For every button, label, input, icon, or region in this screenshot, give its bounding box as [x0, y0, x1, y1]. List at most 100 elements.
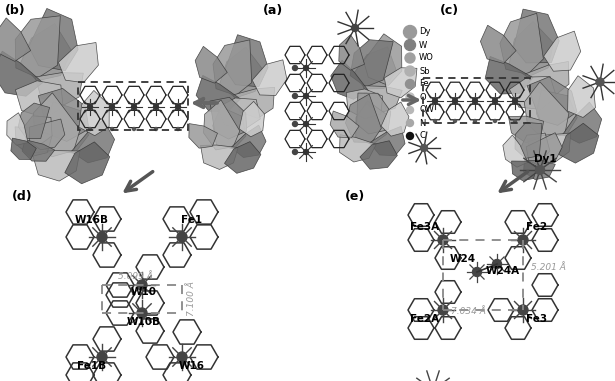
Polygon shape	[0, 18, 31, 61]
Polygon shape	[381, 102, 409, 136]
Circle shape	[474, 120, 477, 123]
Circle shape	[421, 144, 427, 152]
Text: W24A: W24A	[486, 266, 520, 276]
Polygon shape	[526, 133, 562, 167]
Polygon shape	[563, 102, 601, 143]
Circle shape	[137, 280, 147, 290]
Polygon shape	[514, 9, 559, 63]
Polygon shape	[239, 101, 264, 137]
Polygon shape	[220, 47, 263, 98]
Circle shape	[137, 308, 147, 318]
Circle shape	[175, 104, 180, 109]
Polygon shape	[363, 34, 402, 85]
Circle shape	[97, 232, 107, 242]
FancyArrowPatch shape	[196, 99, 215, 107]
Text: Dy1: Dy1	[534, 154, 557, 164]
Text: (e): (e)	[345, 190, 365, 203]
Circle shape	[432, 99, 437, 104]
Polygon shape	[15, 127, 52, 157]
Circle shape	[303, 93, 309, 99]
Text: Fe: Fe	[419, 80, 429, 88]
Circle shape	[493, 259, 501, 269]
Polygon shape	[523, 160, 555, 179]
Circle shape	[132, 128, 135, 131]
Polygon shape	[15, 81, 63, 118]
Circle shape	[89, 104, 92, 107]
Polygon shape	[218, 98, 260, 129]
Polygon shape	[210, 97, 247, 139]
Circle shape	[434, 98, 437, 101]
Text: C: C	[419, 131, 425, 141]
Circle shape	[512, 99, 517, 104]
Polygon shape	[536, 90, 577, 136]
Polygon shape	[559, 123, 599, 163]
Circle shape	[405, 53, 415, 63]
Polygon shape	[58, 43, 98, 83]
Text: (a): (a)	[263, 4, 284, 17]
Polygon shape	[11, 138, 36, 160]
Polygon shape	[384, 68, 417, 98]
Text: (d): (d)	[12, 190, 33, 203]
Polygon shape	[363, 86, 402, 113]
Text: W10B: W10B	[127, 317, 161, 327]
Circle shape	[493, 98, 496, 101]
Circle shape	[493, 120, 496, 123]
Circle shape	[474, 98, 477, 101]
Text: Fe2A: Fe2A	[410, 314, 440, 324]
Circle shape	[438, 305, 448, 315]
Circle shape	[406, 93, 414, 101]
Text: (c): (c)	[440, 4, 459, 17]
Circle shape	[407, 133, 413, 139]
Polygon shape	[524, 82, 569, 141]
Text: (b): (b)	[5, 4, 26, 17]
Polygon shape	[0, 51, 43, 96]
Circle shape	[518, 235, 528, 245]
Polygon shape	[22, 140, 55, 161]
Text: 7.100 Å: 7.100 Å	[187, 282, 196, 317]
Polygon shape	[189, 123, 218, 148]
Text: Fe2: Fe2	[526, 222, 547, 232]
Polygon shape	[18, 103, 50, 139]
Polygon shape	[32, 150, 80, 181]
Circle shape	[154, 104, 159, 109]
Text: W16: W16	[179, 361, 205, 371]
Circle shape	[438, 235, 448, 245]
Polygon shape	[480, 25, 516, 63]
Polygon shape	[38, 88, 89, 141]
Polygon shape	[527, 133, 571, 163]
Text: Fe3A: Fe3A	[410, 222, 440, 232]
Circle shape	[596, 78, 604, 86]
Polygon shape	[515, 122, 542, 158]
Circle shape	[453, 120, 456, 123]
Text: N: N	[419, 118, 426, 128]
Text: 5.099 Å: 5.099 Å	[118, 272, 153, 281]
Polygon shape	[15, 16, 60, 78]
Polygon shape	[200, 145, 238, 170]
Circle shape	[472, 99, 477, 104]
Text: O: O	[419, 93, 426, 101]
Circle shape	[493, 99, 498, 104]
Circle shape	[97, 352, 107, 362]
Polygon shape	[544, 31, 581, 71]
Polygon shape	[65, 142, 109, 184]
Polygon shape	[252, 60, 287, 96]
Circle shape	[405, 40, 416, 51]
Polygon shape	[30, 119, 65, 150]
Circle shape	[405, 80, 415, 88]
Polygon shape	[350, 40, 393, 87]
Polygon shape	[527, 77, 577, 125]
Polygon shape	[568, 76, 595, 117]
Polygon shape	[485, 56, 533, 94]
Circle shape	[177, 104, 180, 107]
Circle shape	[111, 104, 114, 107]
Text: W10: W10	[131, 287, 157, 297]
Polygon shape	[45, 102, 89, 153]
Circle shape	[154, 128, 157, 131]
Polygon shape	[503, 135, 528, 167]
Polygon shape	[346, 94, 381, 142]
Polygon shape	[357, 93, 391, 134]
Polygon shape	[509, 77, 557, 109]
Circle shape	[405, 66, 415, 76]
Text: WO: WO	[419, 53, 434, 62]
Circle shape	[303, 66, 309, 70]
